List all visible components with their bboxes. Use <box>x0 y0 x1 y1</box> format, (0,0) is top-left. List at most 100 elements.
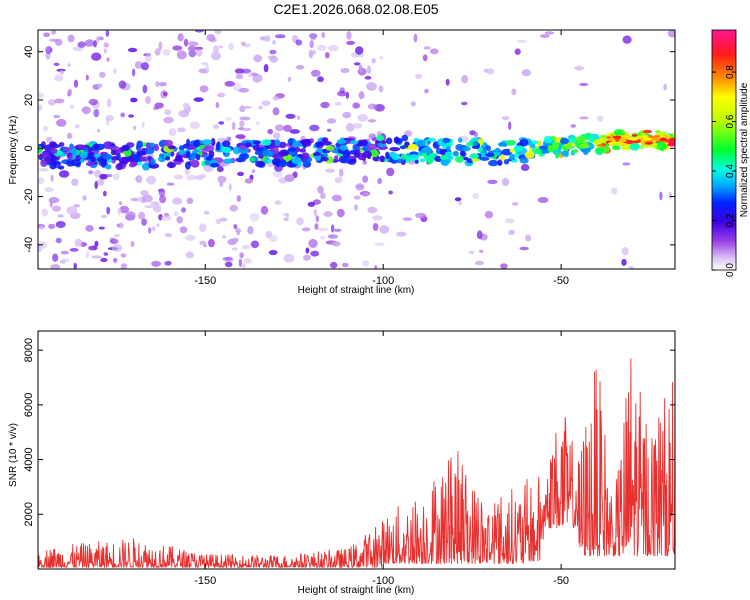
heatmap-band-blob <box>49 141 57 147</box>
heatmap-noise-blob <box>386 167 395 177</box>
heatmap-noise-blob <box>355 184 365 189</box>
heatmap-noise-blob <box>415 73 423 79</box>
heatmap-noise-blob <box>214 30 222 35</box>
heatmap-noise-blob <box>241 127 252 132</box>
heatmap-band-blob <box>349 155 354 160</box>
heatmap-band-blob <box>222 140 231 148</box>
heatmap-noise-blob <box>232 237 239 243</box>
heatmap-band-blob <box>77 144 86 150</box>
heatmap-noise-blob <box>512 202 519 206</box>
heatmap-noise-blob <box>103 252 109 256</box>
heatmap-noise-blob <box>233 224 238 230</box>
heatmap-noise-blob <box>100 214 107 219</box>
heatmap-band-blob <box>454 155 464 163</box>
heatmap-band-blob <box>38 146 43 154</box>
heatmap-noise-blob <box>331 241 341 247</box>
heatmap-noise-blob <box>622 162 631 166</box>
heatmap-band-blob <box>189 159 198 166</box>
heatmap-noise-blob <box>208 238 215 248</box>
heatmap-noise-blob <box>326 118 337 124</box>
heatmap-band-blob <box>279 159 287 168</box>
heatmap-noise-blob <box>52 205 61 212</box>
heatmap-band-blob <box>123 149 132 157</box>
heatmap-noise-blob <box>96 128 101 133</box>
colorbar-tick-label: 0.2 <box>725 213 736 227</box>
heatmap-band-blob <box>165 156 170 161</box>
heatmap-band-blob <box>174 161 182 165</box>
heatmap-band-blob <box>565 142 573 150</box>
heatmap-noise-blob <box>445 78 450 86</box>
heatmap-band-blob <box>58 142 65 147</box>
heatmap-noise-blob <box>71 178 79 186</box>
heatmap-noise-blob <box>295 64 305 70</box>
snr-y-tick-label: 4000 <box>23 447 35 471</box>
heatmap-noise-blob <box>239 105 246 113</box>
heatmap-noise-blob <box>163 116 174 124</box>
heatmap-band-blob <box>513 146 523 152</box>
heatmap-band-blob <box>534 148 542 155</box>
heatmap-band-blob <box>595 147 604 154</box>
heatmap-noise-blob <box>151 260 162 267</box>
snr-y-label: SNR (10 * v/v) <box>8 423 19 487</box>
heatmap-noise-blob <box>137 176 142 184</box>
heatmap-band-blob <box>79 151 88 159</box>
heatmap-noise-blob <box>579 116 589 120</box>
heatmap-band-blob <box>629 142 640 151</box>
heatmap-band-blob <box>389 147 401 152</box>
heatmap-band-blob <box>488 159 499 167</box>
heatmap-band-blob <box>215 143 221 151</box>
heatmap-band-blob <box>62 147 73 151</box>
heatmap-band-blob <box>424 139 429 147</box>
heatmap-noise-blob <box>240 41 246 46</box>
spectrogram-y-tick-label: 20 <box>23 94 35 106</box>
heatmap-noise-blob <box>272 170 283 178</box>
heatmap-noise-blob <box>186 197 194 204</box>
heatmap-noise-blob <box>340 67 350 74</box>
snr-y-tick-label: 2000 <box>23 502 35 526</box>
heatmap-band-blob <box>178 149 185 156</box>
heatmap-noise-blob <box>342 111 352 119</box>
heatmap-noise-blob <box>215 102 219 109</box>
heatmap-band-blob <box>119 156 129 165</box>
heatmap-noise-blob <box>216 166 224 173</box>
heatmap-noise-blob <box>231 121 236 131</box>
heatmap-noise-blob <box>458 200 462 206</box>
heatmap-noise-blob <box>131 68 136 77</box>
heatmap-noise-blob <box>93 108 100 118</box>
heatmap-noise-blob <box>268 249 278 256</box>
heatmap-noise-blob <box>238 258 243 268</box>
heatmap-band-blob <box>80 158 85 163</box>
heatmap-noise-blob <box>301 227 311 232</box>
heatmap-band-blob <box>321 137 329 143</box>
heatmap-band-blob <box>203 145 215 153</box>
heatmap-noise-blob <box>69 248 79 252</box>
heatmap-band-blob <box>108 145 120 151</box>
heatmap-noise-blob <box>413 33 418 43</box>
heatmap-noise-blob <box>96 35 100 44</box>
heatmap-noise-blob <box>106 116 110 126</box>
heatmap-noise-blob <box>316 44 327 51</box>
heatmap-band-blob <box>185 150 191 158</box>
snr-y-tick-label: 8000 <box>23 338 35 362</box>
heatmap-band-blob <box>379 155 385 163</box>
snr-x-tick-label: -100 <box>372 575 394 587</box>
heatmap-noise-blob <box>238 87 250 93</box>
heatmap-band-blob <box>416 139 426 147</box>
heatmap-noise-blob <box>521 69 531 77</box>
heatmap-noise-blob <box>520 164 530 171</box>
heatmap-noise-blob <box>199 240 207 246</box>
heatmap-noise-blob <box>66 206 78 215</box>
heatmap-noise-blob <box>55 221 66 228</box>
heatmap-peak-blob <box>599 138 609 142</box>
heatmap-noise-blob <box>263 63 269 73</box>
heatmap-noise-blob <box>474 260 484 266</box>
heatmap-noise-blob <box>88 98 99 106</box>
heatmap-peak-blob <box>667 140 674 144</box>
heatmap-noise-blob <box>317 76 324 83</box>
heatmap-band-blob <box>50 155 58 163</box>
heatmap-noise-blob <box>258 105 263 110</box>
heatmap-band-blob <box>139 156 147 162</box>
heatmap-band-blob <box>466 158 473 164</box>
heatmap-noise-blob <box>54 98 65 104</box>
heatmap-band-blob <box>136 150 148 156</box>
